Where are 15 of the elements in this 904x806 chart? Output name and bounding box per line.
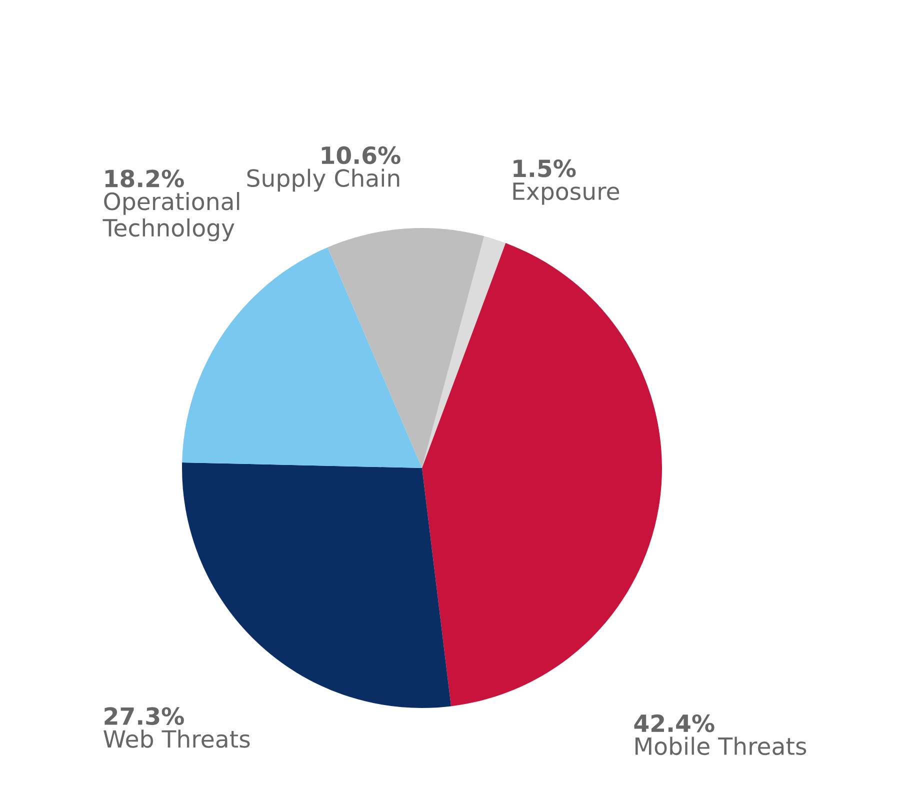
- data-label: 18.2%: [105, 170, 184, 188]
- pie-slice: [422, 243, 662, 706]
- pie-slice: [328, 228, 484, 468]
- pie-slice: [422, 236, 506, 468]
- data-label: 10.6%: [322, 146, 400, 164]
- pie-slice: [182, 462, 452, 708]
- pie-slice: [182, 247, 422, 468]
- slice-label: Supply Chain: [247, 168, 400, 192]
- data-label: 1.5%: [514, 159, 576, 178]
- data-label: 42.4%: [634, 714, 714, 732]
- slice-label: Operational Technology: [102, 192, 240, 242]
- slice-label: Exposure: [513, 182, 620, 205]
- slice-label: Mobile Threats: [636, 736, 806, 756]
- data-label: 27.3%: [104, 707, 184, 726]
- slice-label: Web Threats: [104, 730, 250, 748]
